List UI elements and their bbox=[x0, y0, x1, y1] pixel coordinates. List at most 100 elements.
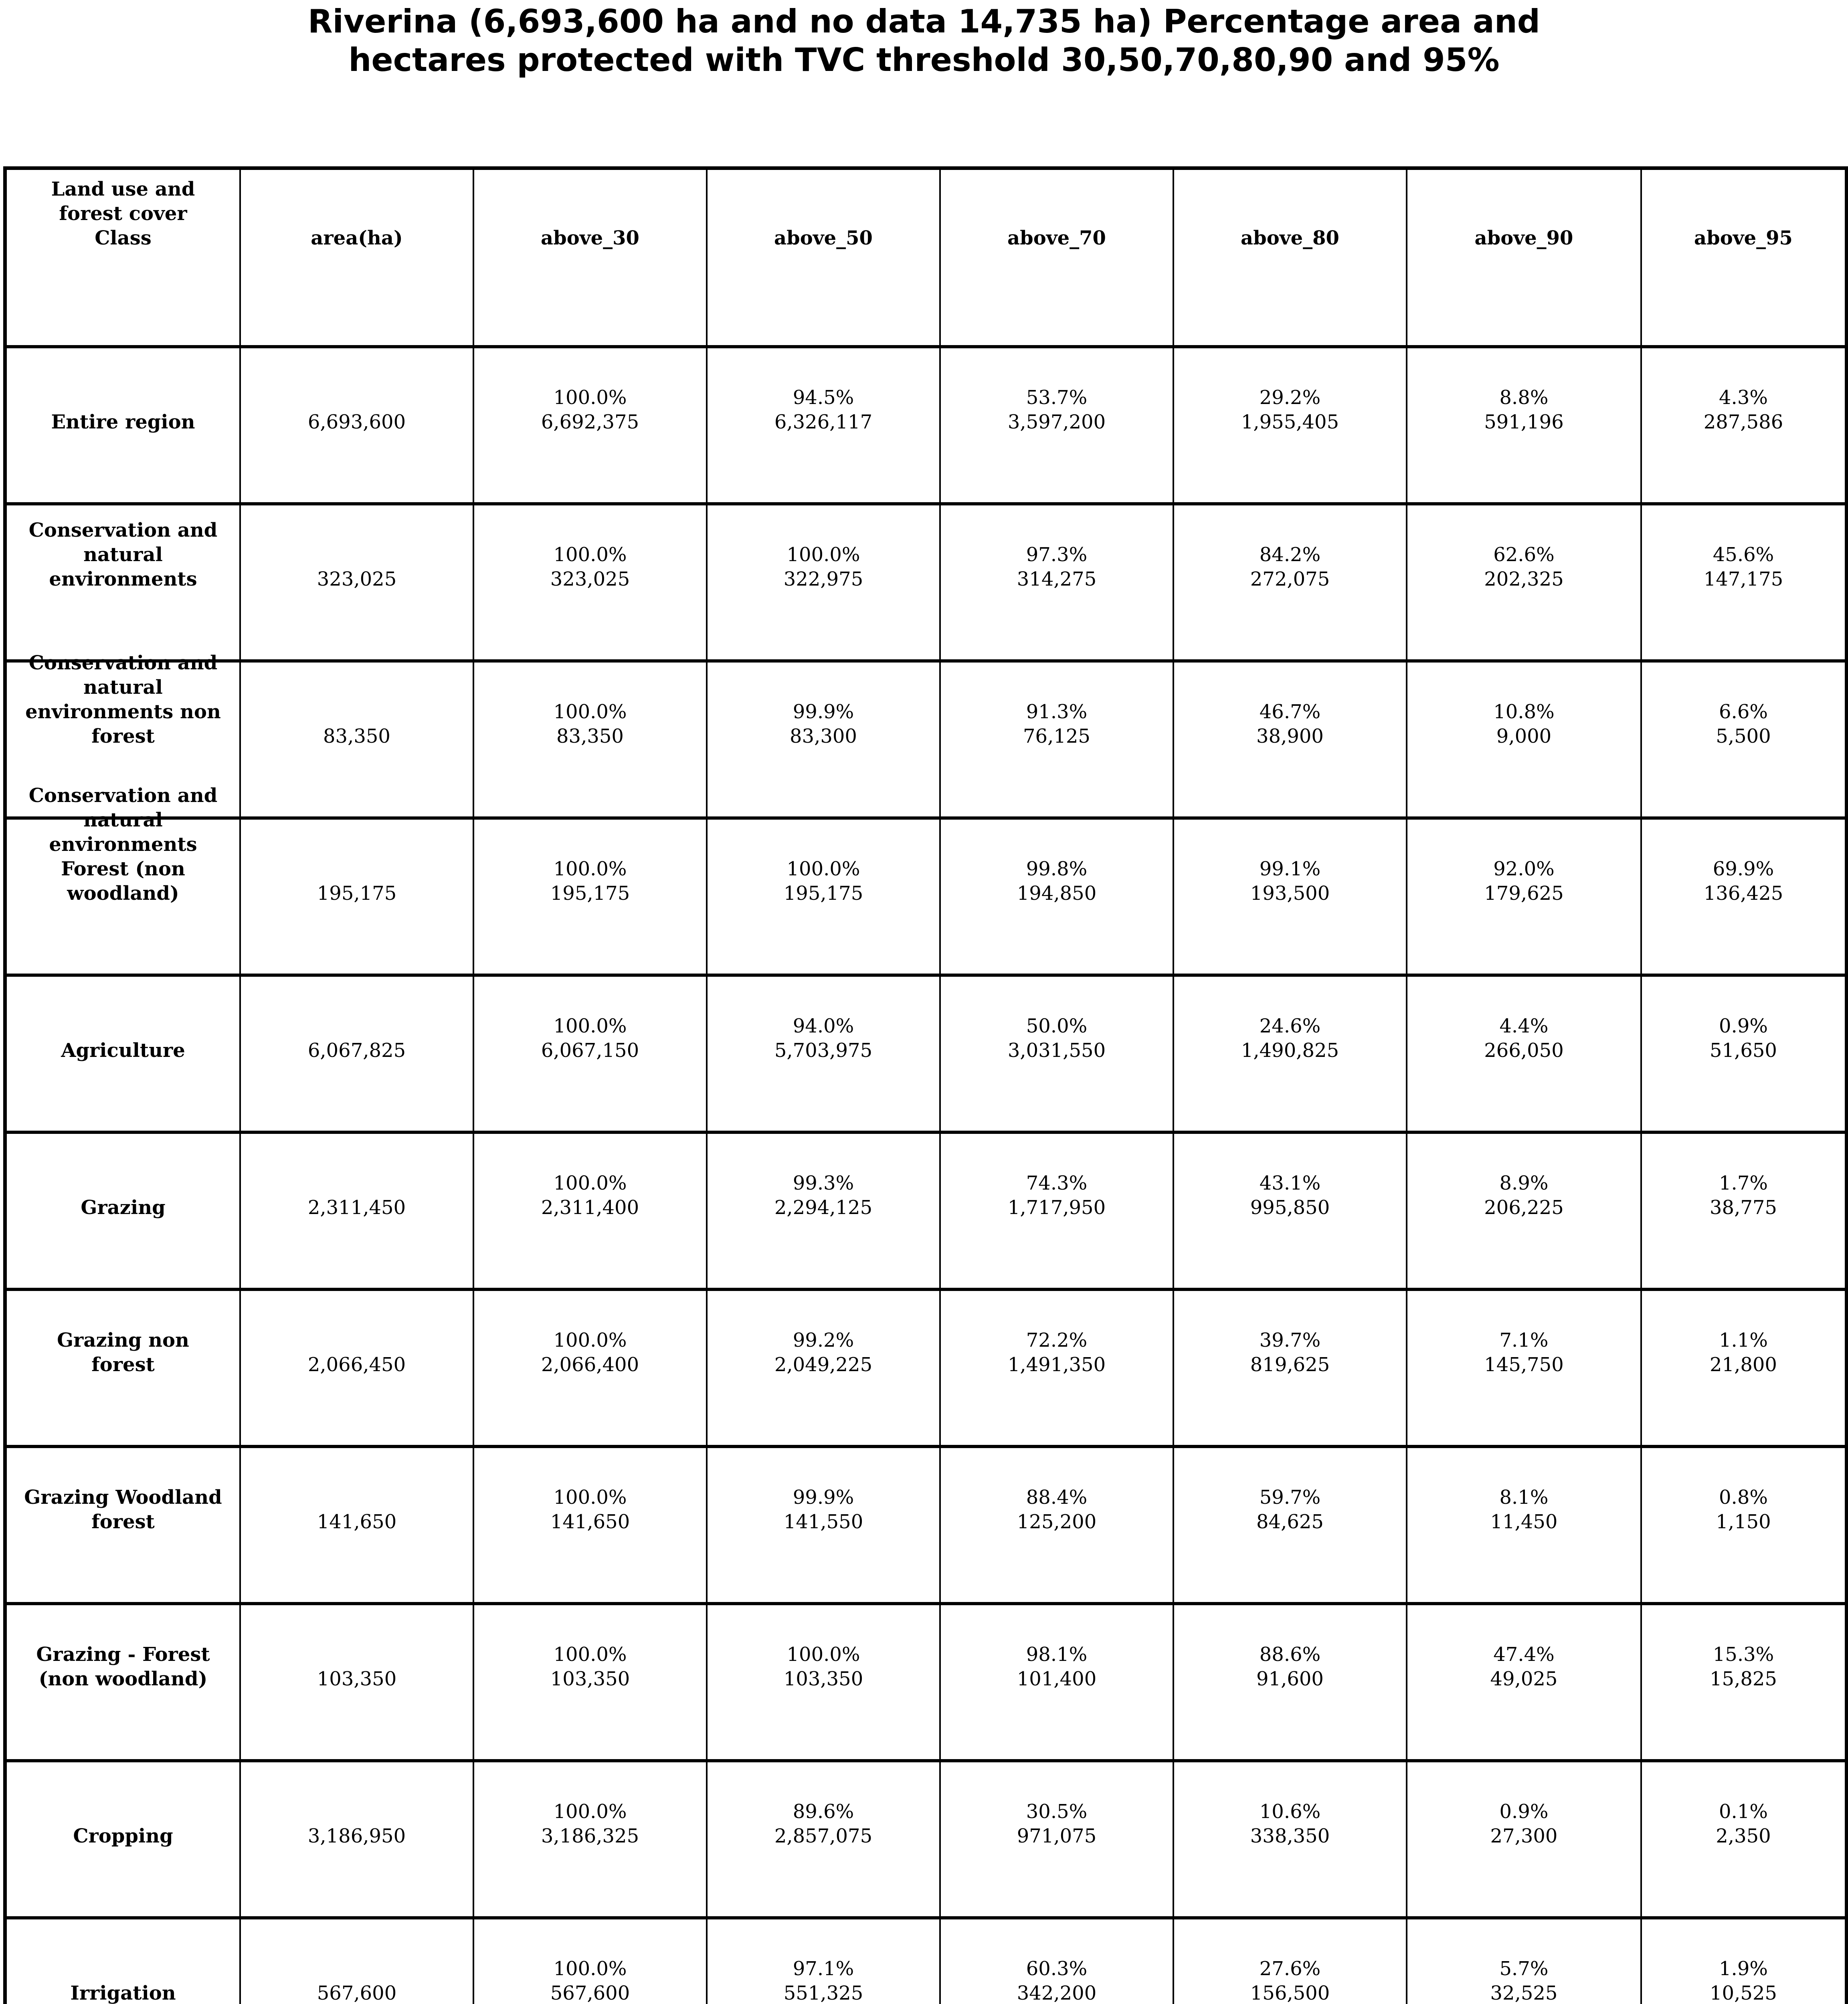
cell-above-30: 100.0% 141,650 bbox=[473, 1445, 706, 1602]
cell-above-95: 0.9% 51,650 bbox=[1640, 974, 1845, 1131]
cell-area-ha: 2,066,450 bbox=[239, 1288, 473, 1445]
cell-above-50: 99.2% 2,049,225 bbox=[706, 1288, 939, 1445]
cell-above-80: 46.7% 38,900 bbox=[1173, 659, 1406, 816]
cell-area-ha: 567,600 bbox=[239, 1916, 473, 2004]
cell-above-95: 1.1% 21,800 bbox=[1640, 1288, 1845, 1445]
cell-above-80: 84.2% 272,075 bbox=[1173, 502, 1406, 659]
page-title: Riverina (6,693,600 ha and no data 14,73… bbox=[0, 2, 1848, 79]
cell-above-50: 94.5% 6,326,117 bbox=[706, 345, 939, 502]
cell-above-50: 100.0% 195,175 bbox=[706, 816, 939, 974]
header-above-90: above_90 bbox=[1406, 170, 1640, 345]
cell-area-ha: 83,350 bbox=[239, 659, 473, 816]
cell-above-30: 100.0% 103,350 bbox=[473, 1602, 706, 1759]
cell-above-80: 29.2% 1,955,405 bbox=[1173, 345, 1406, 502]
row-label: Irrigation bbox=[7, 1916, 239, 2004]
cell-above-95: 0.1% 2,350 bbox=[1640, 1759, 1845, 1916]
cell-above-30: 100.0% 323,025 bbox=[473, 502, 706, 659]
header-area-ha-: area(ha) bbox=[239, 170, 473, 345]
cell-above-80: 27.6% 156,500 bbox=[1173, 1916, 1406, 2004]
cell-above-90: 0.9% 27,300 bbox=[1406, 1759, 1640, 1916]
cell-above-50: 99.9% 141,550 bbox=[706, 1445, 939, 1602]
cell-above-30: 100.0% 2,311,400 bbox=[473, 1131, 706, 1288]
header-above-50: above_50 bbox=[706, 170, 939, 345]
row-label: Grazing - Forest (non woodland) bbox=[7, 1602, 239, 1759]
cell-above-50: 97.1% 551,325 bbox=[706, 1916, 939, 2004]
row-label: Cropping bbox=[7, 1759, 239, 1916]
cell-above-95: 45.6% 147,175 bbox=[1640, 502, 1845, 659]
cell-above-70: 30.5% 971,075 bbox=[939, 1759, 1173, 1916]
row-label: Entire region bbox=[7, 345, 239, 502]
cell-above-95: 0.8% 1,150 bbox=[1640, 1445, 1845, 1602]
cell-above-90: 4.4% 266,050 bbox=[1406, 974, 1640, 1131]
cell-above-50: 94.0% 5,703,975 bbox=[706, 974, 939, 1131]
cell-above-95: 4.3% 287,586 bbox=[1640, 345, 1845, 502]
cell-above-70: 98.1% 101,400 bbox=[939, 1602, 1173, 1759]
cell-above-70: 91.3% 76,125 bbox=[939, 659, 1173, 816]
cell-above-90: 62.6% 202,325 bbox=[1406, 502, 1640, 659]
cell-above-70: 53.7% 3,597,200 bbox=[939, 345, 1173, 502]
cell-above-80: 24.6% 1,490,825 bbox=[1173, 974, 1406, 1131]
header-above-95: above_95 bbox=[1640, 170, 1845, 345]
cell-above-70: 50.0% 3,031,550 bbox=[939, 974, 1173, 1131]
cell-above-80: 43.1% 995,850 bbox=[1173, 1131, 1406, 1288]
page-title-line1: Riverina (6,693,600 ha and no data 14,73… bbox=[307, 3, 1541, 40]
cell-area-ha: 103,350 bbox=[239, 1602, 473, 1759]
cell-above-30: 100.0% 567,600 bbox=[473, 1916, 706, 2004]
cell-above-90: 8.9% 206,225 bbox=[1406, 1131, 1640, 1288]
cell-area-ha: 323,025 bbox=[239, 502, 473, 659]
cell-above-95: 15.3% 15,825 bbox=[1640, 1602, 1845, 1759]
cell-above-30: 100.0% 83,350 bbox=[473, 659, 706, 816]
cell-above-70: 99.8% 194,850 bbox=[939, 816, 1173, 974]
cell-above-80: 39.7% 819,625 bbox=[1173, 1288, 1406, 1445]
cell-above-50: 99.3% 2,294,125 bbox=[706, 1131, 939, 1288]
page-title-line2: hectares protected with TVC threshold 30… bbox=[348, 41, 1500, 79]
cell-above-80: 10.6% 338,350 bbox=[1173, 1759, 1406, 1916]
cell-above-30: 100.0% 6,067,150 bbox=[473, 974, 706, 1131]
cell-area-ha: 195,175 bbox=[239, 816, 473, 974]
cell-above-30: 100.0% 2,066,400 bbox=[473, 1288, 706, 1445]
cell-above-70: 74.3% 1,717,950 bbox=[939, 1131, 1173, 1288]
cell-above-90: 10.8% 9,000 bbox=[1406, 659, 1640, 816]
cell-above-95: 1.9% 10,525 bbox=[1640, 1916, 1845, 2004]
cell-above-90: 8.8% 591,196 bbox=[1406, 345, 1640, 502]
cell-above-70: 97.3% 314,275 bbox=[939, 502, 1173, 659]
cell-above-95: 69.9% 136,425 bbox=[1640, 816, 1845, 974]
cell-area-ha: 2,311,450 bbox=[239, 1131, 473, 1288]
cell-above-50: 100.0% 322,975 bbox=[706, 502, 939, 659]
header-class-column: Land use and forest cover Class bbox=[51, 178, 195, 250]
cell-above-95: 6.6% 5,500 bbox=[1640, 659, 1845, 816]
cell-above-90: 7.1% 145,750 bbox=[1406, 1288, 1640, 1445]
header-above-30: above_30 bbox=[473, 170, 706, 345]
cell-above-70: 88.4% 125,200 bbox=[939, 1445, 1173, 1602]
cell-above-50: 89.6% 2,857,075 bbox=[706, 1759, 939, 1916]
cell-above-50: 100.0% 103,350 bbox=[706, 1602, 939, 1759]
cell-above-30: 100.0% 195,175 bbox=[473, 816, 706, 974]
cell-above-50: 99.9% 83,300 bbox=[706, 659, 939, 816]
cell-above-80: 59.7% 84,625 bbox=[1173, 1445, 1406, 1602]
cell-above-90: 8.1% 11,450 bbox=[1406, 1445, 1640, 1602]
cell-above-30: 100.0% 6,692,375 bbox=[473, 345, 706, 502]
row-label: Grazing Woodland forest bbox=[7, 1445, 239, 1602]
cell-area-ha: 141,650 bbox=[239, 1445, 473, 1602]
cell-above-30: 100.0% 3,186,325 bbox=[473, 1759, 706, 1916]
cell-above-90: 92.0% 179,625 bbox=[1406, 816, 1640, 974]
cell-above-95: 1.7% 38,775 bbox=[1640, 1131, 1845, 1288]
cell-above-90: 5.7% 32,525 bbox=[1406, 1916, 1640, 2004]
row-label: Conservation and natural environments Fo… bbox=[7, 784, 239, 974]
row-label: Agriculture bbox=[7, 974, 239, 1131]
cell-above-70: 60.3% 342,200 bbox=[939, 1916, 1173, 2004]
cell-above-90: 47.4% 49,025 bbox=[1406, 1602, 1640, 1759]
header-above-70: above_70 bbox=[939, 170, 1173, 345]
data-table: Land use and forest cover Class area(ha) a… bbox=[3, 166, 1848, 2004]
row-label: Grazing bbox=[7, 1131, 239, 1288]
header-above-80: above_80 bbox=[1173, 170, 1406, 345]
cell-area-ha: 3,186,950 bbox=[239, 1759, 473, 1916]
cell-above-70: 72.2% 1,491,350 bbox=[939, 1288, 1173, 1445]
row-label: Conservation and natural environments bbox=[7, 502, 239, 659]
cell-area-ha: 6,067,825 bbox=[239, 974, 473, 1131]
row-label: Conservation and natural environments no… bbox=[7, 652, 239, 816]
cell-above-80: 88.6% 91,600 bbox=[1173, 1602, 1406, 1759]
cell-above-80: 99.1% 193,500 bbox=[1173, 816, 1406, 974]
row-label: Grazing non forest bbox=[7, 1288, 239, 1445]
